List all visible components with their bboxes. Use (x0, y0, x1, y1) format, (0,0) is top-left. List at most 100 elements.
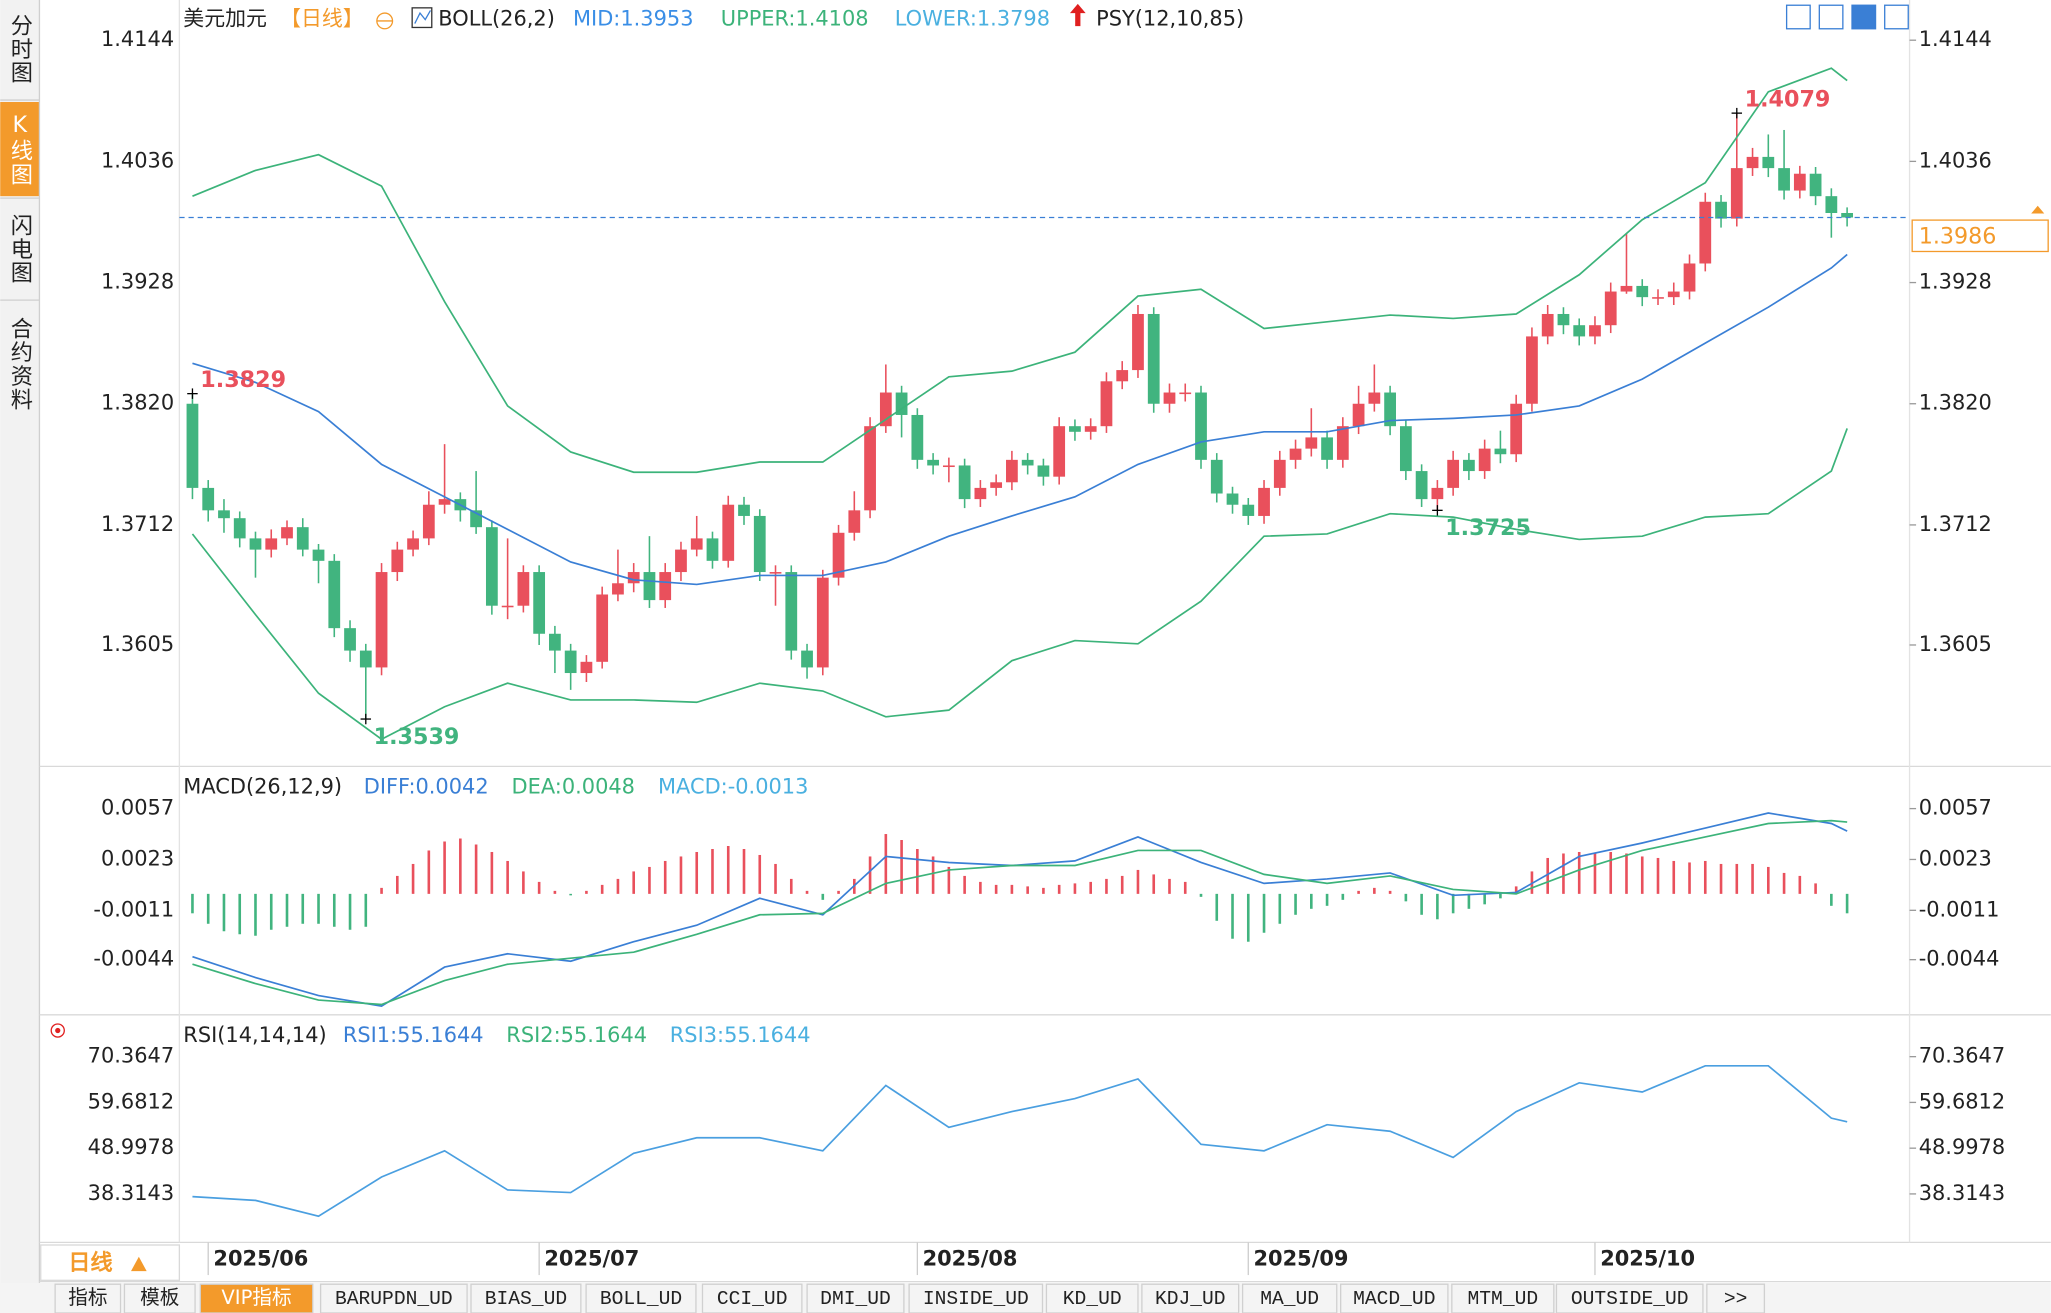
candle-body (1636, 285, 1649, 298)
candle-body (1336, 426, 1349, 460)
tool-icon[interactable] (1785, 4, 1811, 30)
macd-label: MACD(26,12,9) (183, 774, 342, 798)
macd-diff: DIFF:0.0042 (364, 774, 489, 798)
candle-body (233, 518, 246, 539)
candle-body (1415, 471, 1428, 500)
tab-label[interactable]: KD_UD (1063, 1288, 1122, 1310)
tab[interactable] (908, 1283, 1044, 1313)
tab[interactable] (123, 1283, 196, 1313)
x-tick-label: 2025/08 (923, 1246, 1018, 1270)
candle-body (296, 527, 309, 550)
y-tick-label: 1.3712 (101, 512, 174, 536)
candle-body (1210, 459, 1223, 494)
period-selector-label[interactable]: 日线 (68, 1249, 112, 1276)
tab[interactable] (1241, 1283, 1338, 1313)
tab-label[interactable]: VIP指标 (221, 1286, 291, 1309)
candle-body (801, 650, 813, 668)
sidebar-tab[interactable]: 分时图 (7, 13, 33, 84)
candle-body (1541, 313, 1554, 337)
tab-label[interactable]: BIAS_UD (485, 1288, 567, 1310)
candle-body (753, 515, 766, 573)
tab-label[interactable]: KDJ_UD (1155, 1288, 1226, 1310)
tab[interactable] (806, 1283, 905, 1313)
candle-body (1715, 201, 1727, 219)
candle-body (1116, 370, 1129, 382)
candle-body (612, 583, 624, 595)
rsi-icon[interactable] (50, 1023, 65, 1038)
candle-body (281, 527, 293, 539)
indicator-line (192, 253, 1848, 586)
y-tick-label: 1.3712 (1919, 512, 1992, 536)
candle-body (1604, 291, 1617, 326)
rsi3: RSI3:55.1644 (670, 1023, 811, 1047)
candle-body (942, 465, 955, 468)
psy-label: PSY(12,10,85) (1096, 7, 1244, 31)
sidebar-tab[interactable]: K线图 (7, 112, 33, 186)
rsi-icon (55, 1027, 61, 1034)
tab-label[interactable]: OUTSIDE_UD (1571, 1288, 1689, 1310)
sidebar-tab[interactable]: 闪电图 (7, 213, 33, 284)
tab[interactable] (1340, 1283, 1449, 1313)
candle-body (1226, 493, 1239, 505)
candle-body (580, 661, 593, 674)
tab-label[interactable]: BARUPDN_UD (335, 1288, 453, 1310)
tab-label[interactable]: 模板 (140, 1286, 179, 1309)
tab[interactable] (1555, 1283, 1704, 1313)
tab-label[interactable]: BOLL_UD (600, 1288, 682, 1310)
candle-body (785, 572, 798, 651)
candle-body (1557, 313, 1570, 326)
y-tick-label: 70.3647 (1919, 1044, 2005, 1068)
tab-label[interactable]: MTM_UD (1468, 1288, 1539, 1310)
tab[interactable] (585, 1283, 697, 1313)
period-selector[interactable] (40, 1244, 181, 1281)
tab-label[interactable]: INSIDE_UD (923, 1288, 1029, 1310)
candle-body (1793, 173, 1806, 191)
candle-body (974, 487, 987, 500)
period-selector-arrow (130, 1256, 147, 1272)
y-tick-label: 1.3605 (1919, 632, 1992, 656)
tool-icon[interactable] (1851, 4, 1877, 30)
tab[interactable] (199, 1283, 314, 1313)
y-tick-label: 0.0057 (1919, 796, 1992, 820)
candle-body (738, 504, 750, 516)
tool-icon[interactable] (1818, 4, 1844, 30)
y-tick-label: -0.0011 (1919, 897, 2000, 921)
tab-label[interactable]: MA_UD (1260, 1288, 1319, 1310)
candle-body (1620, 285, 1633, 292)
candle-body (533, 572, 546, 634)
tab[interactable] (1045, 1283, 1139, 1313)
candle-body (186, 403, 199, 488)
tab[interactable] (470, 1283, 582, 1313)
toolbar (1785, 4, 1909, 30)
y-tick-label: -0.0044 (1919, 947, 2000, 971)
x-tick-label: 2025/07 (544, 1246, 639, 1270)
extreme-label: 1.3539 (374, 724, 460, 750)
tab[interactable] (54, 1283, 122, 1313)
x-tick-label: 2025/06 (213, 1246, 308, 1270)
tab[interactable] (1141, 1283, 1240, 1313)
tab[interactable] (319, 1283, 468, 1313)
candle-body (1100, 381, 1113, 427)
tab-label[interactable]: DMI_UD (820, 1288, 891, 1310)
candle-body (1021, 459, 1034, 466)
candle-body (1510, 403, 1523, 455)
tab[interactable] (701, 1283, 803, 1313)
y-tick-label: 1.3928 (1919, 270, 1992, 294)
tab[interactable] (1451, 1283, 1555, 1313)
extreme-label: 1.3725 (1445, 515, 1531, 541)
sidebar-tab[interactable]: 合约资料 (7, 317, 33, 412)
candle-body (1447, 459, 1460, 488)
tab-label[interactable]: >> (1724, 1288, 1748, 1310)
candle-body (1195, 392, 1207, 460)
tab-label[interactable]: MACD_UD (1353, 1288, 1435, 1310)
tab-label[interactable]: 指标 (68, 1286, 107, 1309)
candle-body (1258, 487, 1270, 516)
candle-body (596, 594, 609, 662)
tool-icon[interactable] (1884, 4, 1909, 30)
candle-body (1589, 325, 1601, 337)
tab-label[interactable]: CCI_UD (717, 1288, 788, 1310)
tab[interactable] (1706, 1283, 1766, 1313)
candle-body (1179, 392, 1192, 395)
candle-body (706, 538, 719, 561)
